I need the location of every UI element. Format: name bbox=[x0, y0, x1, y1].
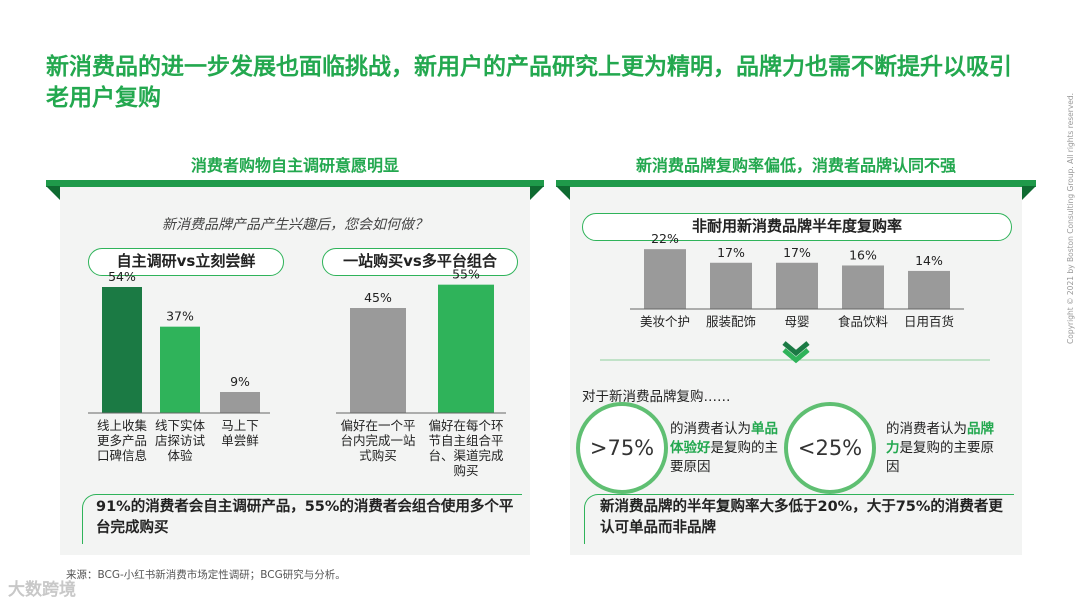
desc-text: 的消费者认为 bbox=[886, 421, 967, 437]
bar-value-label: 22% bbox=[651, 231, 679, 246]
copyright-note: Copyright © 2021 by Boston Consulting Gr… bbox=[1066, 92, 1075, 344]
bar bbox=[102, 287, 142, 413]
desc-text: 的消费者认为 bbox=[670, 421, 751, 437]
watermark-logo: 大数跨境 bbox=[8, 580, 76, 600]
right-callout-frame bbox=[584, 494, 1014, 544]
bar-value-label: 37% bbox=[166, 309, 194, 324]
bar bbox=[438, 284, 494, 413]
bar bbox=[350, 308, 406, 413]
bar bbox=[908, 270, 950, 309]
bar-category-label: 偏好在一个平 台内完成一站 式购买 bbox=[340, 418, 416, 463]
rule-corner bbox=[46, 186, 60, 200]
ring-stat-25-desc: 的消费者认为品牌力是复购的主要原因 bbox=[886, 420, 994, 477]
bar bbox=[710, 262, 752, 309]
repurchase-intro: 对于新消费品牌复购…… bbox=[582, 389, 731, 405]
right-panel-heading: 新消费品牌复购率偏低，消费者品牌认同不强 bbox=[635, 156, 956, 175]
bar-category-label: 线下实体 店探访试 体验 bbox=[154, 418, 205, 463]
bar-category-label: 线上收集 更多产品 口碑信息 bbox=[96, 418, 147, 463]
rule-corner bbox=[1022, 186, 1036, 200]
bar-value-label: 55% bbox=[452, 267, 480, 282]
bar bbox=[220, 392, 260, 413]
left-callout-frame bbox=[82, 494, 522, 544]
bar bbox=[160, 326, 200, 413]
right-panel bbox=[570, 187, 1022, 555]
left-panel-heading: 消费者购物自主调研意愿明显 bbox=[190, 156, 399, 175]
rule-corner bbox=[530, 186, 544, 200]
right-callout: 新消费品牌的半年复购率大多低于20%，大于75%的消费者更认可单品而非品牌 bbox=[600, 499, 1003, 536]
bar bbox=[842, 265, 884, 309]
survey-question: 新消费品牌产品产生兴趣后，您会如何做？ bbox=[162, 217, 428, 233]
bar-category-label: 日用百货 bbox=[903, 314, 954, 329]
chevron-down-icon bbox=[782, 348, 810, 364]
bar bbox=[644, 249, 686, 309]
pill-one-stop: 一站购买vs多平台组合 bbox=[322, 248, 518, 276]
left-callout: 91%的消费者会自主调研产品，55%的消费者会组合使用多个平台完成购买 bbox=[96, 499, 514, 536]
bar-value-label: 54% bbox=[108, 269, 136, 284]
ring-stat-25: <25% bbox=[784, 402, 876, 494]
ring-stat-75-desc: 的消费者认为单品体验好是复购的主要原因 bbox=[670, 420, 778, 477]
bar-category-label: 马上下 单尝鲜 bbox=[221, 418, 259, 448]
bar-category-label: 母婴 bbox=[784, 314, 810, 329]
page-title: 新消费品的进一步发展也面临挑战，新用户的产品研究上更为精明，品牌力也需不断提升以… bbox=[46, 54, 1012, 111]
desc-text: 是复购的主要原因 bbox=[670, 440, 778, 475]
desc-text: 是复购的主要原因 bbox=[886, 440, 994, 475]
desc-highlight: 单品体验好 bbox=[670, 421, 778, 456]
bar-category-label: 服装配饰 bbox=[705, 314, 756, 329]
right-heading-rule bbox=[556, 180, 1036, 187]
bar-value-label: 16% bbox=[849, 247, 877, 262]
rule-corner bbox=[556, 186, 570, 200]
ring-stat-75: >75% bbox=[576, 402, 668, 494]
bar-value-label: 17% bbox=[717, 245, 745, 260]
bar-value-label: 45% bbox=[364, 290, 392, 305]
bar-value-label: 9% bbox=[230, 374, 250, 389]
bar-category-label: 美妆个护 bbox=[639, 314, 690, 329]
chevron-down-icon bbox=[782, 341, 810, 357]
source-note: 来源：BCG-小红书新消费市场定性调研；BCG研究与分析。 bbox=[66, 569, 346, 581]
desc-highlight: 品牌力 bbox=[886, 421, 994, 456]
chart-title-pill: 非耐用新消费品牌半年度复购率 bbox=[582, 213, 1012, 241]
bar-value-label: 17% bbox=[783, 245, 811, 260]
bar bbox=[776, 262, 818, 309]
bar-value-label: 14% bbox=[915, 253, 943, 268]
left-heading-rule bbox=[46, 180, 544, 187]
bar-category-label: 偏好在每个环 节自主组合平 台、渠道完成 购买 bbox=[428, 418, 504, 478]
bar-category-label: 食品饮料 bbox=[837, 314, 888, 329]
pill-self-research: 自主调研vs立刻尝鲜 bbox=[88, 248, 284, 276]
